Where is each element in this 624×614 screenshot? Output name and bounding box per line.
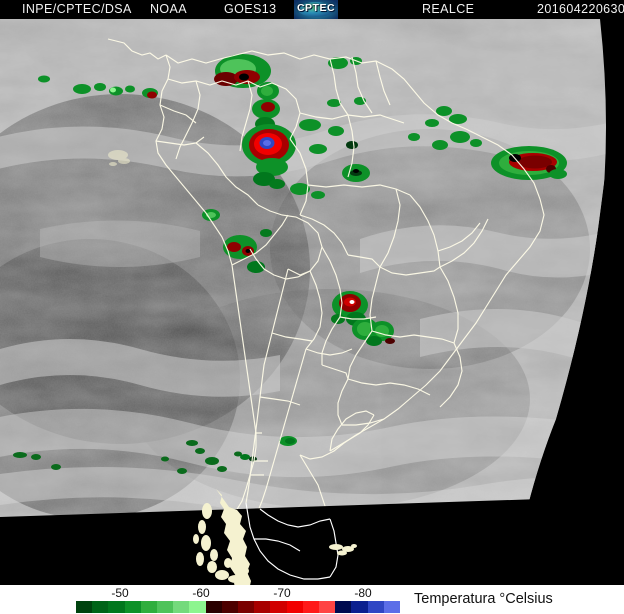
colorbar-swatch-11 bbox=[254, 601, 271, 613]
cell-argentina-c bbox=[240, 454, 250, 460]
night-region bbox=[0, 499, 624, 585]
colorbar-swatch-8 bbox=[205, 601, 222, 613]
colorbar-swatch-13 bbox=[286, 601, 303, 613]
colorbar-swatch-7 bbox=[189, 601, 206, 613]
colorbar-swatch-18 bbox=[367, 601, 384, 613]
earth-limb-space bbox=[506, 19, 624, 585]
header-timestamp-label: 201604220630 bbox=[537, 2, 624, 16]
terrain-highlights bbox=[108, 150, 130, 166]
cell-argentina-b bbox=[285, 438, 295, 444]
cell-core-a bbox=[353, 169, 359, 173]
patagonia-coastline bbox=[193, 489, 542, 585]
colorbar-tick-1: -60 bbox=[192, 586, 210, 600]
header-source-label: NOAA bbox=[150, 2, 188, 16]
header-product-label: REALCE bbox=[422, 2, 475, 16]
legend-panel: -50 -60 -70 -80 Temperatura °Celsius bbox=[0, 585, 624, 614]
convective-cells-layer bbox=[13, 54, 608, 514]
colorbar-swatch-1 bbox=[92, 601, 109, 613]
colorbar-swatch-16 bbox=[335, 601, 352, 613]
cell-cluster-andes bbox=[13, 440, 242, 474]
colorbar-swatch-3 bbox=[124, 601, 141, 613]
colorbar-title-label: Temperatura °Celsius bbox=[414, 591, 553, 607]
cell-cluster-atlantic-east bbox=[491, 146, 567, 180]
header-satellite-label: GOES13 bbox=[224, 2, 277, 16]
cell-deep-convection-core bbox=[242, 124, 296, 189]
colorbar-swatch-17 bbox=[351, 601, 368, 613]
colorbar-swatch-15 bbox=[319, 601, 336, 613]
cptec-logo-icon: CPTEC bbox=[294, 0, 338, 19]
colorbar-swatch-4 bbox=[140, 601, 158, 613]
cell-dark-green-b bbox=[346, 141, 358, 149]
colorbar-swatch-19 bbox=[383, 601, 401, 613]
cell-cluster-peru bbox=[202, 209, 272, 273]
map-boundaries-layer bbox=[107, 38, 545, 520]
colorbar-swatch-9 bbox=[221, 601, 239, 613]
colorbar-tick-3: -80 bbox=[354, 586, 372, 600]
colorbar-tick-0: -50 bbox=[111, 586, 129, 600]
falkland-islands bbox=[329, 544, 357, 556]
satellite-imagery-canvas bbox=[0, 19, 624, 585]
colorbar-swatch-0 bbox=[76, 601, 93, 613]
cell-small-red-a bbox=[147, 91, 157, 99]
cptec-globe-icon bbox=[298, 2, 334, 17]
colorbar-swatch-2 bbox=[108, 601, 125, 613]
colorbar-swatch-14 bbox=[302, 601, 320, 613]
colorbar-swatch-12 bbox=[270, 601, 287, 613]
colorbar-tick-2: -70 bbox=[273, 586, 291, 600]
satellite-image-svg bbox=[0, 19, 624, 585]
colorbar-tick-labels: -50 -60 -70 -80 bbox=[0, 586, 624, 600]
temperature-colorbar bbox=[76, 601, 401, 613]
colorbar-swatch-6 bbox=[173, 601, 190, 613]
cptec-logo-label: CPTEC bbox=[296, 2, 336, 14]
colorbar-swatch-5 bbox=[157, 601, 174, 613]
colorbar-swatch-10 bbox=[238, 601, 255, 613]
header-agency-label: INPE/CPTEC/DSA bbox=[22, 2, 132, 16]
cell-small-light-a bbox=[110, 87, 116, 93]
earth-disc bbox=[0, 19, 624, 523]
cell-cluster-colombia bbox=[214, 54, 280, 131]
header-bar: INPE/CPTEC/DSA NOAA GOES13 REALCE 201604… bbox=[0, 0, 624, 19]
